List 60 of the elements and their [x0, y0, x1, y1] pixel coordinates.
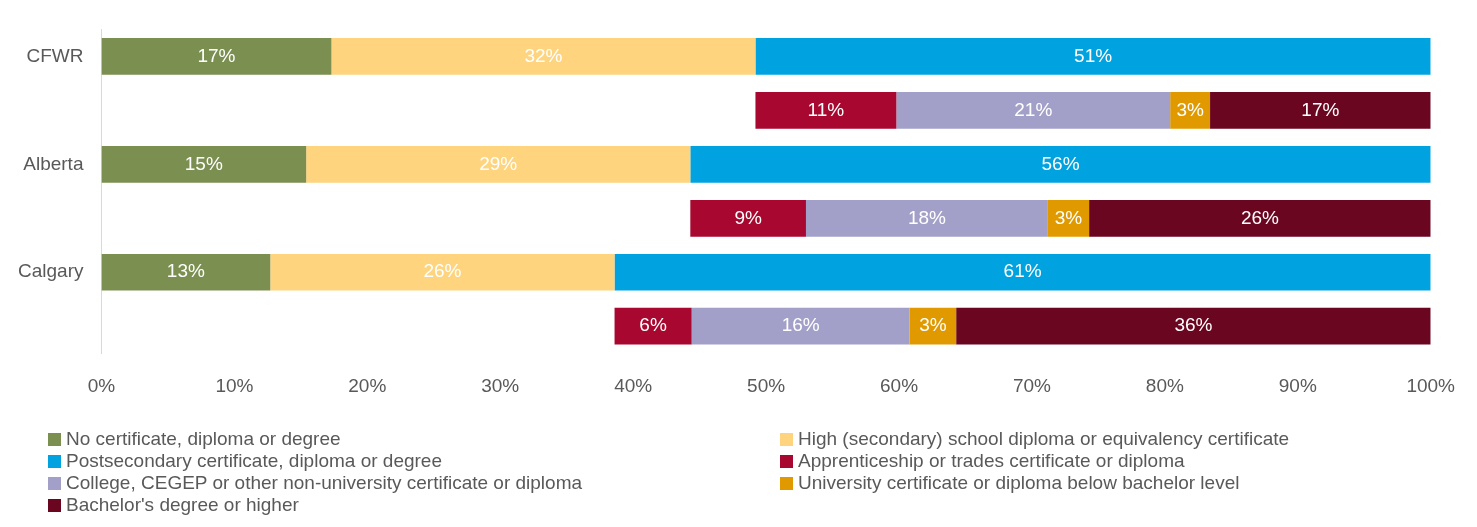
legend-label: University certificate or diploma below bachelor level [798, 472, 1240, 494]
bar [690, 199, 806, 237]
data-label: 15% [184, 152, 223, 174]
x-tick-label: 20% [348, 374, 387, 396]
bar [331, 38, 756, 75]
x-tick-label: 40% [614, 374, 653, 396]
bar [755, 38, 1431, 75]
legend-label: Apprenticeship or trades certificate or diploma [798, 450, 1185, 472]
data-label: 3% [1176, 98, 1204, 120]
x-tick-label: 70% [1012, 374, 1052, 396]
bar [101, 145, 307, 183]
x-tick-label: 100% [1406, 374, 1456, 396]
bar [101, 38, 332, 75]
x-tick-label: 80% [1145, 374, 1184, 396]
data-label: 29% [479, 152, 518, 174]
data-label: 3% [1054, 206, 1083, 228]
x-tick-label: 50% [747, 374, 786, 396]
bar [805, 199, 1048, 237]
x-tick-label: 90% [1278, 374, 1317, 396]
bar [896, 92, 1171, 129]
data-label: 32% [524, 44, 563, 66]
legend-label: Postsecondary certificate, diploma or degree [66, 450, 442, 472]
data-label: 18% [907, 206, 947, 228]
bar [1210, 92, 1431, 129]
bar [690, 145, 1431, 183]
data-label: 11% [807, 98, 845, 120]
bar [956, 307, 1431, 345]
data-label: 51% [1074, 44, 1113, 66]
bar [614, 253, 1431, 291]
x-tick-label: 0% [87, 374, 116, 396]
data-label: 9% [734, 206, 762, 228]
bar [1089, 199, 1431, 237]
bar [614, 307, 692, 345]
legend-label: College, CEGEP or other non-university certificate or diploma [66, 472, 583, 494]
bar [691, 307, 910, 345]
legend-label: No certificate, diploma or degree [66, 428, 341, 450]
data-label: 21% [1014, 98, 1053, 120]
bar [270, 253, 615, 291]
data-label: 13% [166, 260, 205, 282]
y-tick-label: CFWR [26, 44, 84, 66]
bar [755, 92, 897, 129]
x-tick-label: 30% [481, 374, 520, 396]
x-tick-label: 60% [879, 374, 919, 396]
data-label: 61% [1003, 260, 1042, 282]
data-label: 3% [919, 314, 947, 336]
data-label: 26% [423, 260, 462, 282]
y-tick-label: Alberta [23, 152, 84, 174]
data-label: 56% [1041, 152, 1080, 174]
data-label: 36% [1174, 314, 1213, 336]
data-label: 26% [1240, 206, 1280, 228]
data-label: 17% [1301, 98, 1340, 120]
x-tick-label: 10% [215, 374, 254, 396]
data-label: 6% [639, 314, 667, 336]
bar [101, 253, 271, 291]
bar [306, 145, 691, 183]
data-label: 17% [197, 44, 236, 66]
data-label: 16% [781, 314, 820, 336]
legend-label: Bachelor's degree or higher [66, 494, 299, 516]
legend-label: High (secondary) school diploma or equivalency certificate [798, 428, 1290, 450]
y-tick-label: Calgary [17, 260, 84, 282]
